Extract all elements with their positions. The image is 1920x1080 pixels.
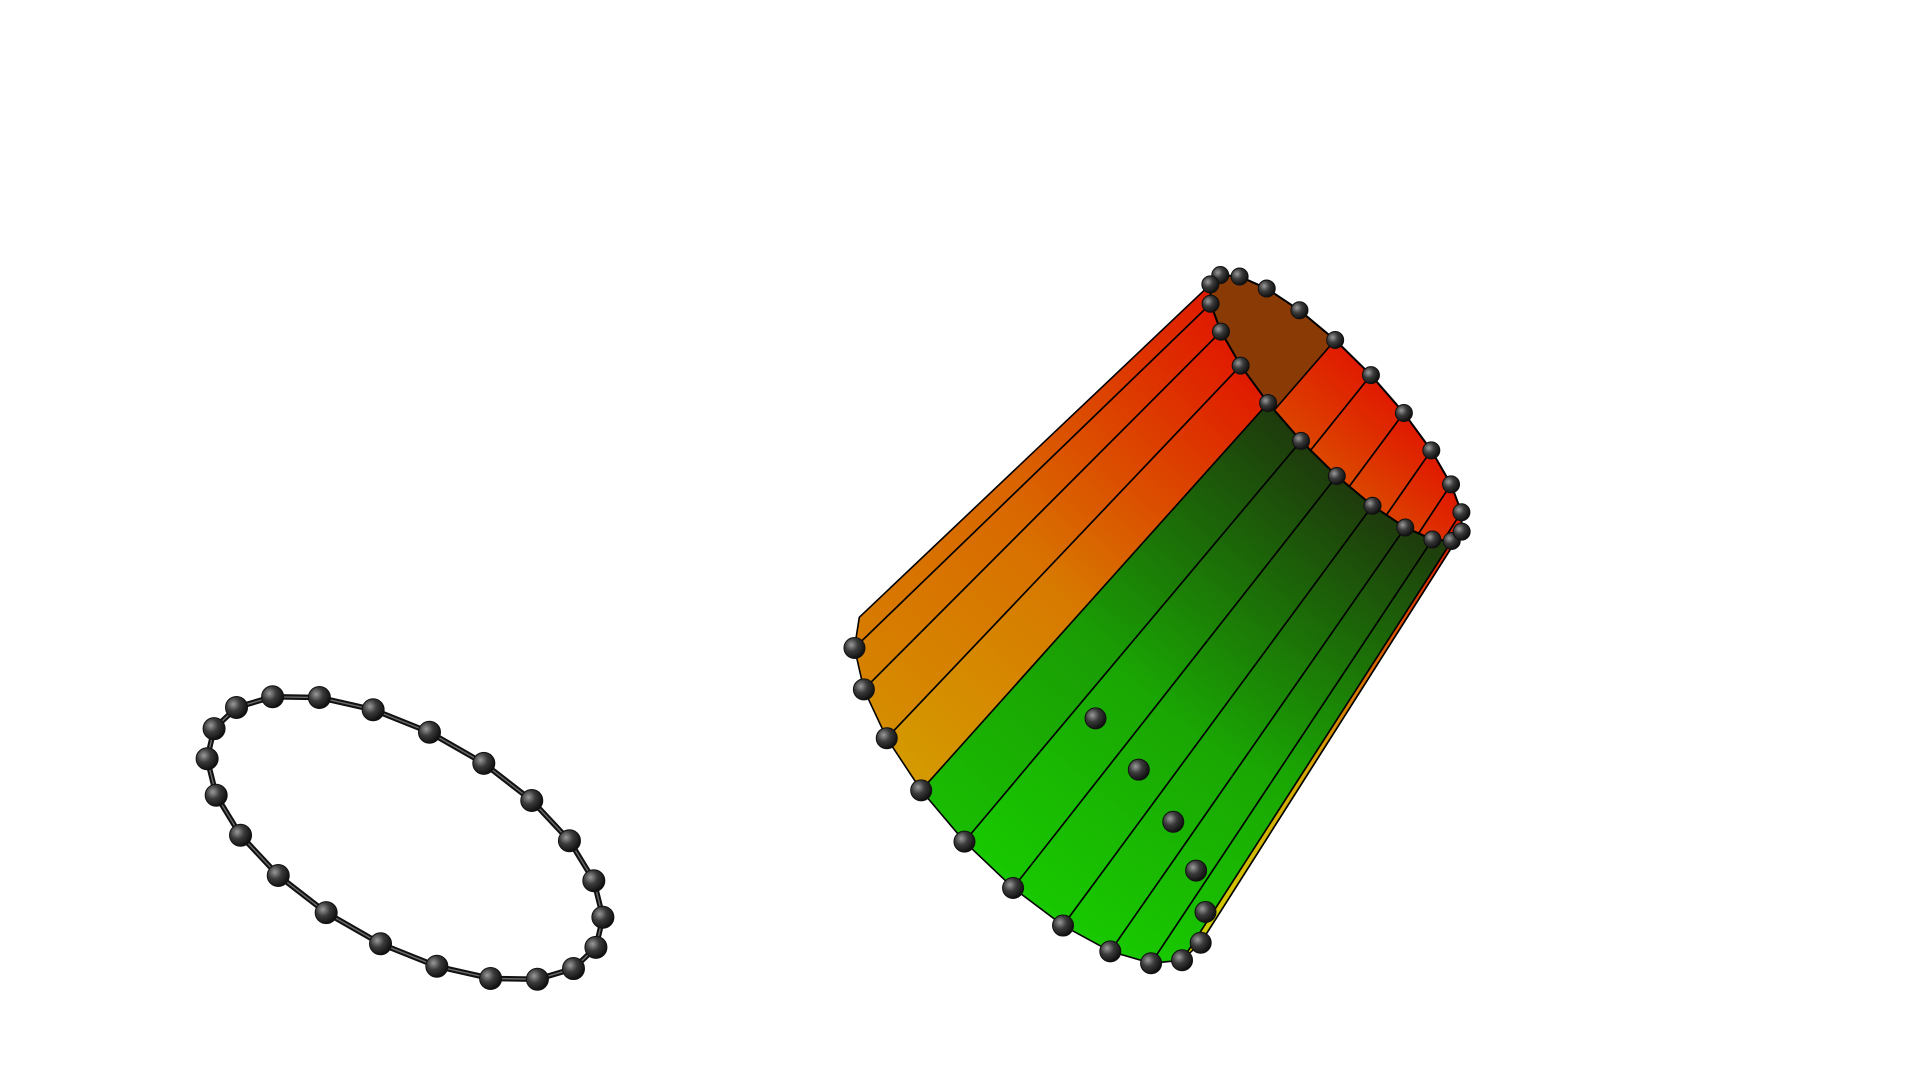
- tube-bottom-node: [1084, 707, 1107, 730]
- tube-top-node: [1231, 356, 1250, 375]
- tube-top-node: [1211, 322, 1230, 341]
- tube-top-node: [1201, 294, 1220, 313]
- tube-top-node: [1292, 431, 1311, 450]
- ring-nodes: [195, 685, 615, 991]
- tube-bottom-node: [852, 678, 875, 701]
- ring-node: [204, 783, 228, 807]
- ring-node: [525, 967, 549, 991]
- tube-top-node: [1396, 518, 1415, 537]
- tube-top-node: [1230, 267, 1249, 286]
- ring-node: [582, 869, 606, 893]
- tube-bottom-node: [843, 637, 866, 660]
- ring-node: [369, 932, 393, 956]
- tube-bottom-node: [910, 779, 933, 802]
- tube-top-node: [1327, 467, 1346, 486]
- ring-node: [229, 823, 253, 847]
- tube-bottom-node: [1194, 900, 1217, 923]
- tube-top-node: [1442, 475, 1461, 494]
- tube-top-node: [1326, 330, 1345, 349]
- tube-top-node: [1452, 522, 1471, 541]
- tube-top-node: [1422, 441, 1441, 460]
- tube-bottom-node: [1140, 952, 1163, 975]
- tube-bottom-node: [1162, 810, 1185, 833]
- tube-bottom-node: [1052, 914, 1075, 937]
- tube-top-node: [1363, 496, 1382, 515]
- tube-bottom-node: [1189, 931, 1212, 954]
- ring-node: [361, 698, 385, 722]
- ring-node: [314, 901, 338, 925]
- tube-bottom-node: [953, 830, 976, 853]
- ring-node: [557, 829, 581, 853]
- ring-node: [261, 685, 285, 709]
- tube-top-node: [1290, 301, 1309, 320]
- ring-node: [307, 686, 331, 710]
- tube-bottom-node: [875, 727, 898, 750]
- tube-top-node: [1257, 279, 1276, 298]
- tube-top-node: [1201, 275, 1220, 294]
- ring-node: [202, 717, 226, 741]
- tube-top-node: [1394, 403, 1413, 422]
- tube-top-node: [1423, 530, 1442, 549]
- ring-node: [417, 720, 441, 744]
- ring-node: [472, 751, 496, 775]
- tube-top-node: [1361, 366, 1380, 385]
- tube-top-node: [1452, 503, 1471, 522]
- ring-node: [520, 789, 544, 813]
- ring-node: [425, 954, 449, 978]
- tube-bottom-node: [1099, 940, 1122, 963]
- ring-node: [561, 957, 585, 981]
- tube-bottom-node: [1185, 859, 1208, 882]
- ring-edges: [204, 694, 606, 982]
- tube-top-node: [1259, 394, 1278, 413]
- tube-bottom-node: [1002, 876, 1025, 899]
- ring-node: [479, 966, 503, 990]
- ring-node: [591, 905, 615, 929]
- tube-mesh: [843, 266, 1471, 975]
- ring-node: [225, 695, 249, 719]
- tube-nodes: [843, 266, 1471, 975]
- tube-bottom-node: [1171, 949, 1194, 972]
- tube-faces: [853, 274, 1463, 965]
- ring-node: [584, 935, 608, 959]
- tube-bottom-node: [1127, 758, 1150, 781]
- ring-node: [195, 747, 219, 771]
- ring-polygon: [195, 685, 615, 991]
- ring-node: [266, 863, 290, 887]
